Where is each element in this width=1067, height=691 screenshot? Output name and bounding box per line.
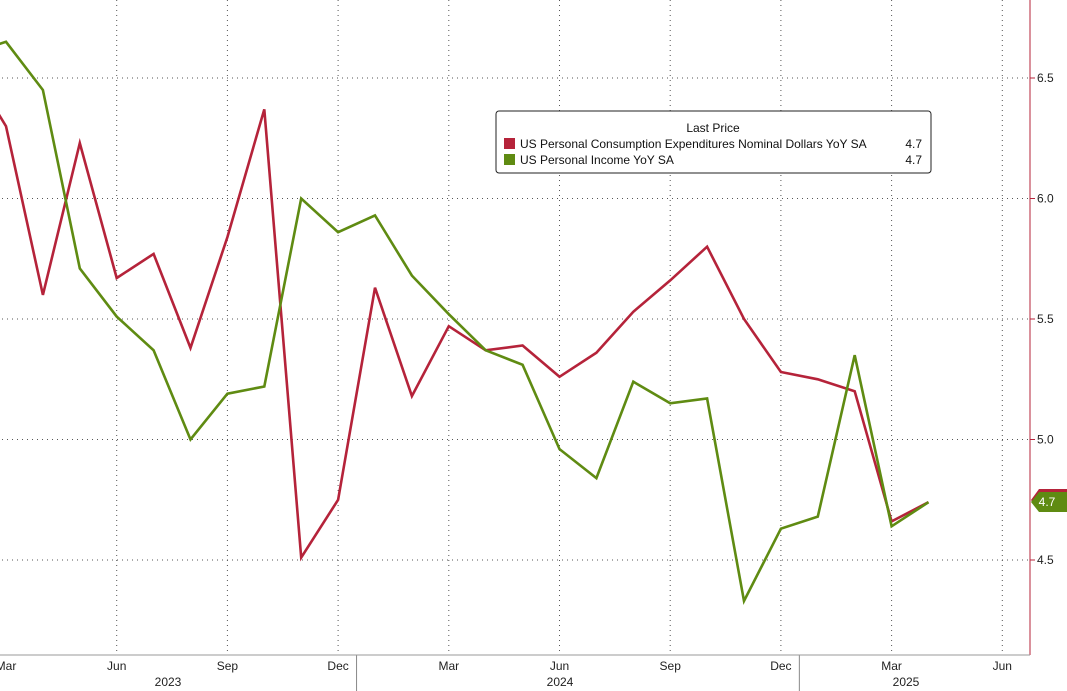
legend-label-income: US Personal Income YoY SA xyxy=(520,153,674,167)
legend-box xyxy=(495,110,932,174)
y-tick-label-2: 5.5 xyxy=(1037,312,1054,326)
series-line-income xyxy=(0,40,930,606)
x-tick-label-3: Dec xyxy=(327,659,348,673)
last-price-badge-value: 4.7 xyxy=(1039,495,1056,509)
legend: Last Price US Personal Consumption Expen… xyxy=(495,110,932,174)
legend-value-income: 4.7 xyxy=(905,153,922,167)
y-axis: 4.5 5.0 5.5 6.0 6.5 xyxy=(1029,0,1054,655)
year-label-2023: 2023 xyxy=(155,675,182,689)
year-label-2025: 2025 xyxy=(893,675,920,689)
x-axis: Mar Jun Sep Dec Mar Jun Sep Dec Mar Jun 2023 2024 20… xyxy=(0,654,1030,691)
last-price-badge-shape-income xyxy=(1031,492,1067,512)
x-tick-label-4: Mar xyxy=(438,659,459,673)
series-lines xyxy=(0,40,930,606)
grid-lines xyxy=(2,0,1030,655)
x-tick-label-2: Sep xyxy=(217,659,239,673)
y-tick-label-3: 6.0 xyxy=(1037,192,1054,206)
legend-title: Last Price xyxy=(686,121,740,135)
legend-swatch-income xyxy=(504,154,515,165)
y-tick-label-0: 4.5 xyxy=(1037,553,1054,567)
y-tick-label-4: 6.5 xyxy=(1037,71,1054,85)
legend-swatch-pce xyxy=(504,138,515,149)
last-price-badge: 4.7 xyxy=(1031,489,1067,512)
x-tick-label-7: Dec xyxy=(770,659,791,673)
x-tick-label-6: Sep xyxy=(660,659,682,673)
x-tick-label-1: Jun xyxy=(107,659,126,673)
series-line-pce xyxy=(0,108,930,562)
legend-label-pce: US Personal Consumption Expenditures Nom… xyxy=(520,137,867,151)
legend-value-pce: 4.7 xyxy=(905,137,922,151)
x-tick-label-5: Jun xyxy=(550,659,569,673)
y-tick-label-1: 5.0 xyxy=(1037,433,1054,447)
x-tick-label-0: Mar xyxy=(0,659,16,673)
year-label-2024: 2024 xyxy=(547,675,574,689)
x-tick-label-9: Jun xyxy=(993,659,1012,673)
x-tick-label-8: Mar xyxy=(881,659,902,673)
